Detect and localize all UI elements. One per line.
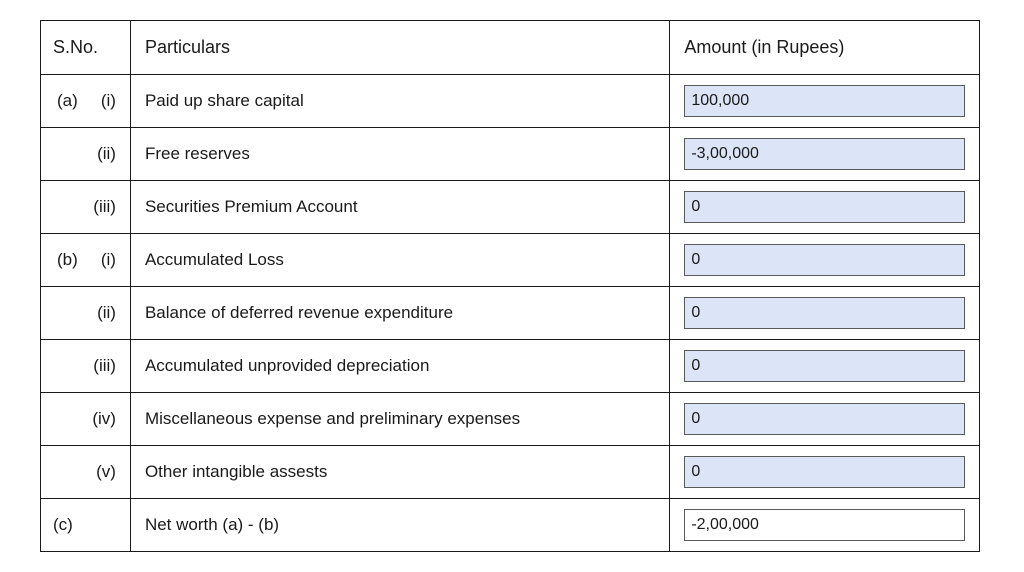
header-particulars: Particulars bbox=[130, 21, 669, 75]
row-amount-cell bbox=[670, 393, 980, 446]
amount-input-free-reserves[interactable] bbox=[684, 138, 965, 170]
row-particular: Miscellaneous expense and preliminary ex… bbox=[130, 393, 669, 446]
row-amount-cell bbox=[670, 181, 980, 234]
table-row: (iii) Accumulated unprovided depreciatio… bbox=[41, 340, 980, 393]
row-particular: Paid up share capital bbox=[130, 75, 669, 128]
row-amount-cell bbox=[670, 446, 980, 499]
row-sno: (iii) bbox=[41, 340, 131, 393]
row-particular: Accumulated unprovided depreciation bbox=[130, 340, 669, 393]
row-amount-cell bbox=[670, 234, 980, 287]
amount-input-accumulated-loss[interactable] bbox=[684, 244, 965, 276]
table-row: (ii) Balance of deferred revenue expendi… bbox=[41, 287, 980, 340]
table-row: (iv) Miscellaneous expense and prelimina… bbox=[41, 393, 980, 446]
row-sno: (ii) bbox=[41, 287, 131, 340]
amount-input-misc-expenses[interactable] bbox=[684, 403, 965, 435]
table-row: (v) Other intangible assests bbox=[41, 446, 980, 499]
row-particular: Securities Premium Account bbox=[130, 181, 669, 234]
header-amount: Amount (in Rupees) bbox=[670, 21, 980, 75]
table-header-row: S.No. Particulars Amount (in Rupees) bbox=[41, 21, 980, 75]
row-particular: Other intangible assests bbox=[130, 446, 669, 499]
row-sno: (ii) bbox=[41, 128, 131, 181]
amount-input-intangible-assets[interactable] bbox=[684, 456, 965, 488]
table-row: (a) (i) Paid up share capital bbox=[41, 75, 980, 128]
amount-input-paid-up-share-capital[interactable] bbox=[684, 85, 965, 117]
row-particular: Accumulated Loss bbox=[130, 234, 669, 287]
row-amount-cell bbox=[670, 499, 980, 552]
row-sno: (a) (i) bbox=[41, 75, 131, 128]
table-row: (b) (i) Accumulated Loss bbox=[41, 234, 980, 287]
row-amount-cell bbox=[670, 340, 980, 393]
amount-input-deferred-revenue[interactable] bbox=[684, 297, 965, 329]
row-amount-cell bbox=[670, 128, 980, 181]
table-row: (ii) Free reserves bbox=[41, 128, 980, 181]
row-sno: (iii) bbox=[41, 181, 131, 234]
amount-input-net-worth[interactable] bbox=[684, 509, 965, 541]
table-row: (iii) Securities Premium Account bbox=[41, 181, 980, 234]
row-amount-cell bbox=[670, 287, 980, 340]
amount-input-unprovided-depreciation[interactable] bbox=[684, 350, 965, 382]
row-sno: (c) bbox=[41, 499, 131, 552]
row-particular: Balance of deferred revenue expenditure bbox=[130, 287, 669, 340]
header-sno: S.No. bbox=[41, 21, 131, 75]
sno-right: (i) bbox=[101, 250, 116, 270]
amount-input-securities-premium[interactable] bbox=[684, 191, 965, 223]
row-sno: (v) bbox=[41, 446, 131, 499]
row-sno: (iv) bbox=[41, 393, 131, 446]
row-particular: Free reserves bbox=[130, 128, 669, 181]
row-amount-cell bbox=[670, 75, 980, 128]
row-particular: Net worth (a) - (b) bbox=[130, 499, 669, 552]
net-worth-table: S.No. Particulars Amount (in Rupees) (a)… bbox=[40, 20, 980, 552]
sno-left: (a) bbox=[57, 91, 78, 111]
row-sno: (b) (i) bbox=[41, 234, 131, 287]
table-row: (c) Net worth (a) - (b) bbox=[41, 499, 980, 552]
sno-right: (i) bbox=[101, 91, 116, 111]
sno-left: (b) bbox=[57, 250, 78, 270]
